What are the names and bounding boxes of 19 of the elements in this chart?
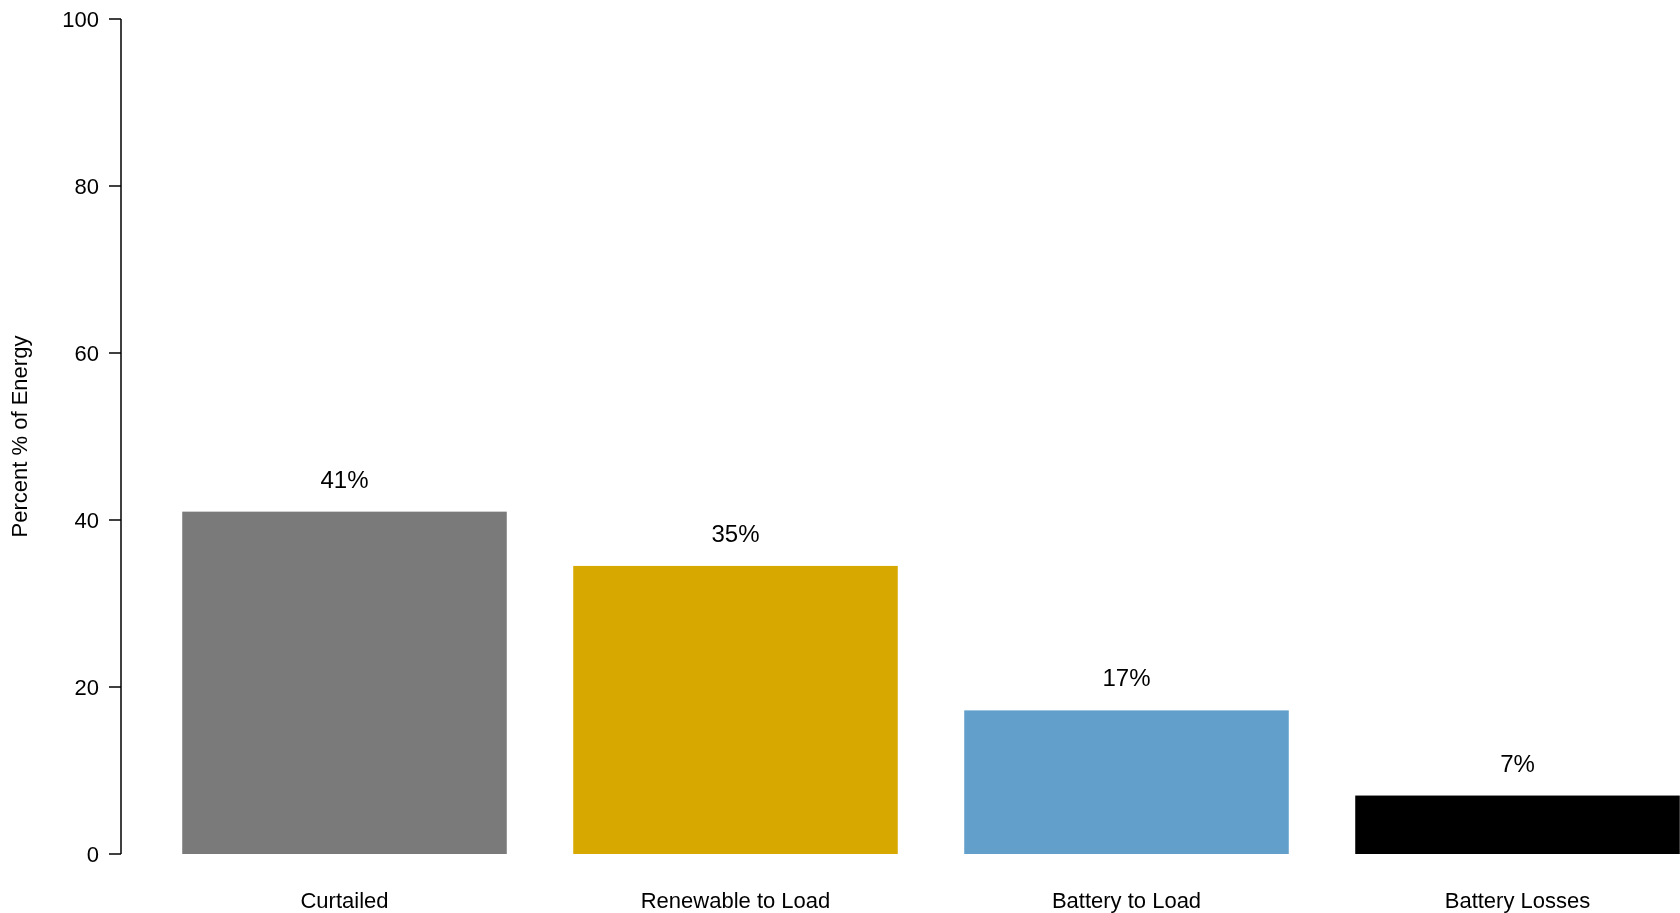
x-tick-label: Battery to Load: [1051, 887, 1202, 913]
bar: [964, 710, 1289, 854]
data-label: 7%: [1500, 749, 1535, 777]
data-label: 35%: [711, 519, 760, 547]
x-tick-label: Renewable to Load: [640, 887, 831, 913]
y-tick-label: 0: [86, 841, 99, 867]
data-label: 17%: [1102, 664, 1151, 692]
y-tick-label: 20: [74, 674, 99, 700]
x-tick-label: Curtailed: [300, 887, 389, 913]
bar: [573, 565, 898, 854]
data-label: 41%: [320, 465, 369, 493]
y-tick-label: 60: [74, 340, 99, 366]
y-tick-label: 40: [74, 507, 99, 533]
y-tick-label: 80: [74, 173, 99, 199]
bar: [1355, 795, 1680, 854]
x-tick-label: Battery Losses: [1444, 887, 1591, 913]
y-tick-label: 100: [62, 6, 99, 32]
bar: [182, 511, 507, 854]
y-axis-title: Percent % of Energy: [7, 335, 32, 538]
